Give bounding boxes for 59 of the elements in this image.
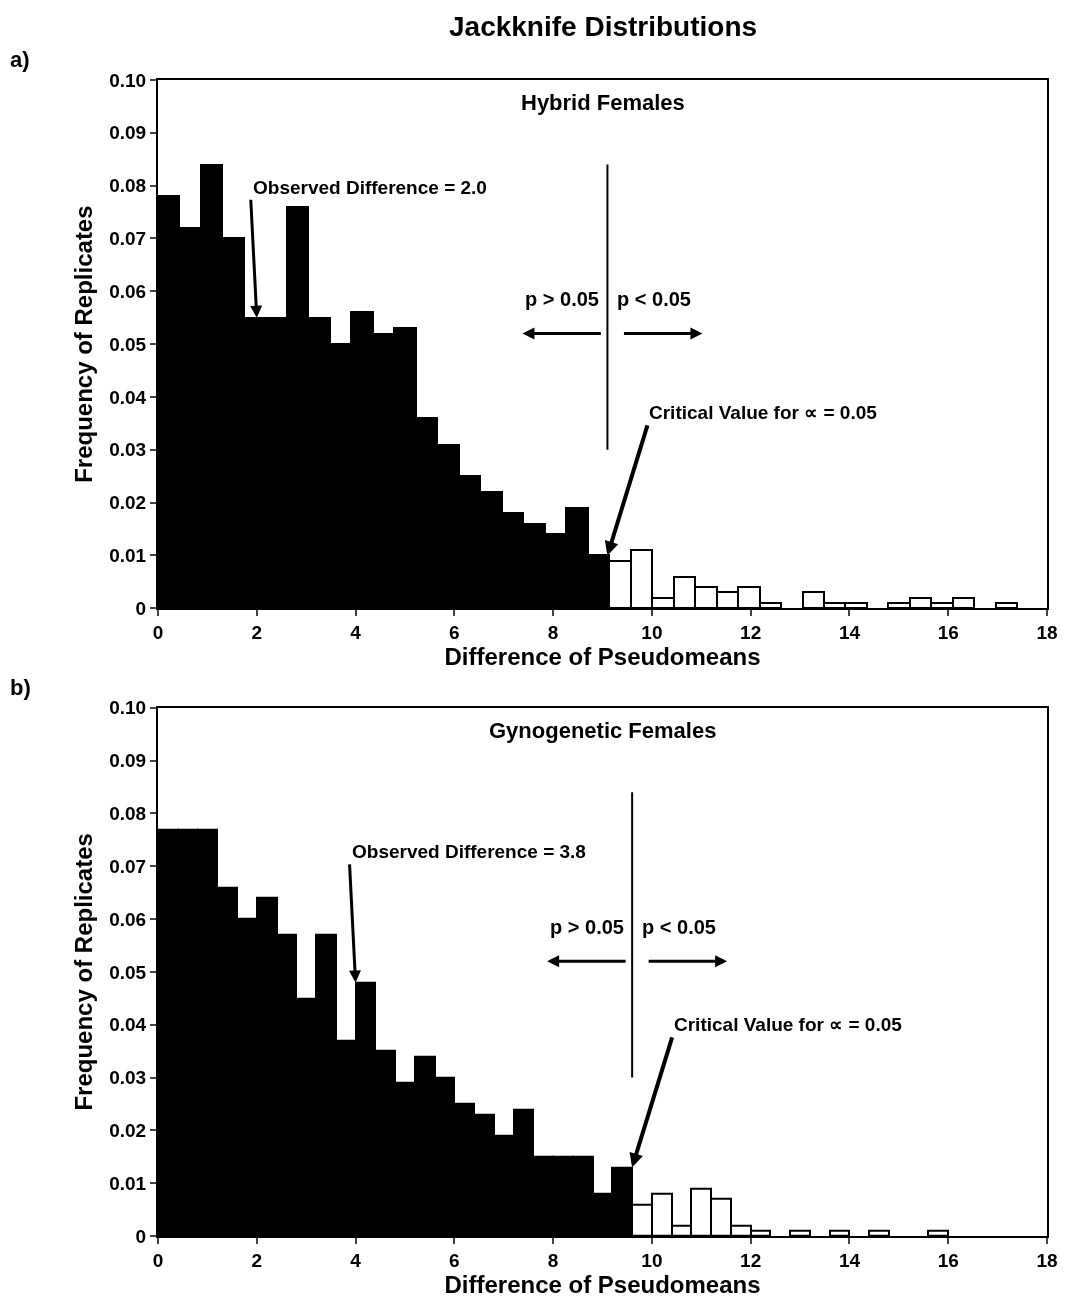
y-tick-label: 0.07	[109, 855, 147, 877]
y-tick-label: 0.05	[109, 961, 147, 983]
x-tick-label: 16	[937, 622, 959, 644]
annotation: p < 0.05	[617, 288, 691, 310]
y-tick-label: 0.06	[109, 908, 147, 930]
annotation: Observed Difference = 2.0	[253, 177, 487, 198]
x-tick-label: 4	[350, 622, 362, 644]
y-tick-label: 0.01	[109, 1172, 147, 1194]
y-tick-label: 0.04	[109, 386, 147, 408]
x-tick-label: 6	[449, 622, 460, 644]
x-tick-label: 14	[838, 622, 861, 644]
y-tick-label: 0.03	[109, 439, 147, 461]
x-tick-label: 2	[251, 1249, 263, 1271]
x-tick-label: 14	[838, 1249, 861, 1271]
x-axis-title: Difference of Pseudomeans	[444, 643, 761, 671]
y-tick-label: 0.09	[109, 750, 147, 772]
x-tick-label: 8	[547, 1249, 559, 1271]
annotation: p < 0.05	[642, 916, 716, 938]
x-tick-label: 16	[937, 1249, 959, 1271]
text: a)	[10, 47, 30, 72]
y-tick-label: 0.02	[109, 492, 147, 514]
text: Hybrid Females	[521, 90, 685, 115]
text: Gynogenetic Females	[489, 718, 717, 743]
y-axis-title: Frequency of Replicates	[69, 833, 97, 1111]
x-axis-title: Difference of Pseudomeans	[444, 1270, 761, 1298]
y-tick-label: 0.02	[109, 1119, 147, 1141]
y-tick-label: 0.08	[109, 803, 147, 825]
text: b)	[10, 675, 31, 700]
y-tick-label: 0.10	[109, 697, 147, 719]
x-tick-label: 0	[152, 622, 164, 644]
annotation: p > 0.05	[525, 288, 599, 310]
chart-title: Jackknife Distributions	[449, 11, 758, 42]
y-tick-label: 0.06	[109, 280, 147, 302]
y-tick-label: 0.10	[109, 69, 147, 91]
y-tick-label: 0.01	[109, 545, 147, 567]
y-tick-label: 0	[135, 597, 147, 619]
y-tick-label: 0	[135, 1225, 147, 1247]
y-tick-label: 0.03	[109, 1067, 147, 1089]
annotation: Critical Value for ∝ = 0.05	[674, 1014, 903, 1035]
x-tick-label: 4	[350, 1249, 362, 1271]
x-tick-label: 18	[1036, 1249, 1058, 1271]
y-tick-label: 0.05	[109, 333, 147, 355]
y-tick-label: 0.08	[109, 175, 147, 197]
x-tick-label: 8	[547, 622, 559, 644]
x-tick-label: 6	[449, 1249, 460, 1271]
x-tick-label: 18	[1036, 622, 1058, 644]
annotation: Critical Value for ∝ = 0.05	[649, 402, 878, 423]
y-axis-title: Frequency of Replicates	[69, 205, 97, 483]
x-tick-label: 10	[641, 1249, 663, 1271]
y-tick-label: 0.04	[109, 1014, 147, 1036]
y-tick-label: 0.07	[109, 228, 147, 250]
x-tick-label: 12	[740, 1249, 762, 1271]
x-tick-label: 12	[740, 622, 762, 644]
y-tick-label: 0.09	[109, 122, 147, 144]
annotation: Observed Difference = 3.8	[352, 841, 586, 862]
x-tick-label: 0	[152, 1249, 164, 1271]
x-tick-label: 2	[251, 622, 263, 644]
annotation: p > 0.05	[550, 916, 624, 938]
x-tick-label: 10	[641, 622, 663, 644]
